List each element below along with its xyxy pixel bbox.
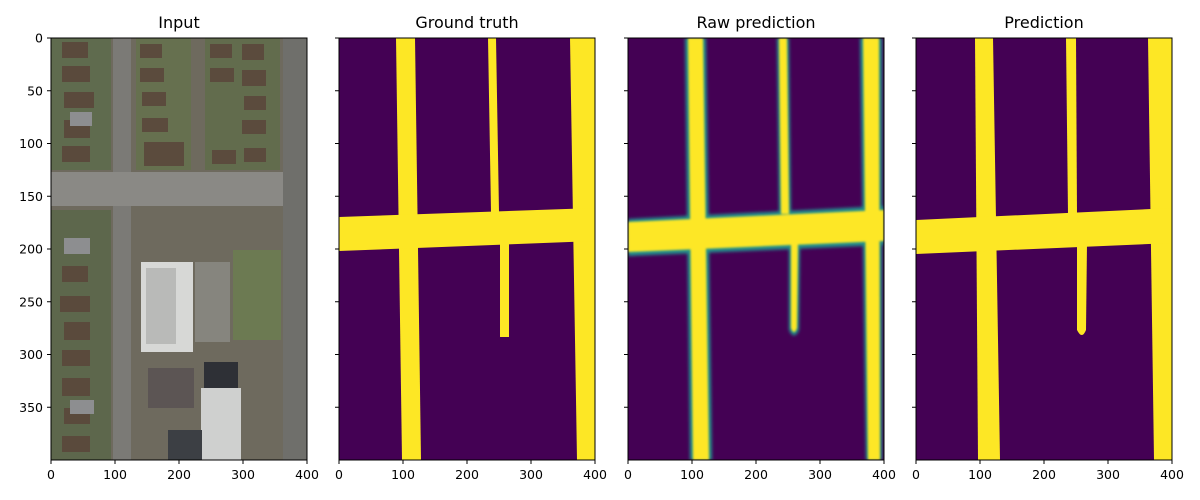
y-tick-label: 0 bbox=[35, 31, 43, 46]
x-tick-label: 0 bbox=[335, 467, 343, 482]
x-tick-label: 300 bbox=[231, 467, 255, 482]
x-tick-label: 200 bbox=[744, 467, 768, 482]
x-tick-label: 100 bbox=[680, 467, 704, 482]
y-tick-label: 200 bbox=[19, 242, 43, 257]
y-tick-label: 50 bbox=[27, 83, 43, 98]
x-tick-label: 100 bbox=[103, 467, 127, 482]
x-tick-label: 400 bbox=[872, 467, 896, 482]
x-tick-label: 200 bbox=[455, 467, 479, 482]
x-tick-label: 0 bbox=[624, 467, 632, 482]
y-tick-label: 250 bbox=[19, 294, 43, 309]
panel-title-input: Input bbox=[158, 13, 199, 32]
x-tick-label: 200 bbox=[167, 467, 191, 482]
x-tick-label: 400 bbox=[295, 467, 319, 482]
y-tick-label: 150 bbox=[19, 189, 43, 204]
raw-prediction-map bbox=[628, 38, 884, 460]
x-tick-label: 0 bbox=[912, 467, 920, 482]
input-aerial-image bbox=[51, 38, 307, 460]
ground-truth-mask bbox=[339, 38, 595, 460]
x-tick-label: 100 bbox=[968, 467, 992, 482]
panel-title-raw-prediction: Raw prediction bbox=[696, 13, 815, 32]
x-tick-label: 0 bbox=[47, 467, 55, 482]
prediction-mask bbox=[916, 38, 1172, 460]
x-tick-label: 300 bbox=[808, 467, 832, 482]
panel-title-prediction: Prediction bbox=[1004, 13, 1083, 32]
y-tick-label: 300 bbox=[19, 347, 43, 362]
x-tick-label: 300 bbox=[519, 467, 543, 482]
x-tick-label: 100 bbox=[391, 467, 415, 482]
x-tick-label: 300 bbox=[1096, 467, 1120, 482]
panel-title-ground-truth: Ground truth bbox=[415, 13, 518, 32]
x-tick-label: 200 bbox=[1032, 467, 1056, 482]
y-tick-label: 100 bbox=[19, 136, 43, 151]
y-tick-label: 350 bbox=[19, 400, 43, 415]
x-tick-label: 400 bbox=[1160, 467, 1184, 482]
x-tick-label: 400 bbox=[583, 467, 607, 482]
